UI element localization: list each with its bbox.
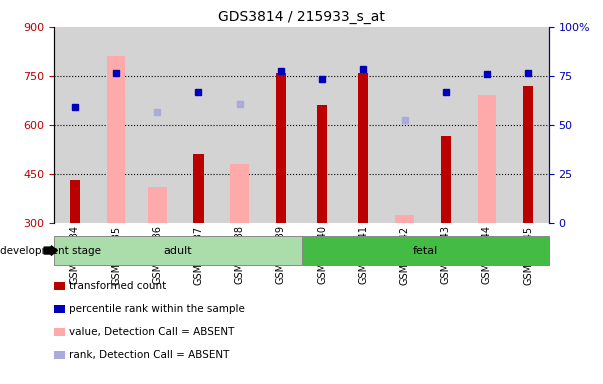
Text: percentile rank within the sample: percentile rank within the sample	[69, 304, 245, 314]
Bar	[70, 180, 80, 223]
Text: fetal: fetal	[412, 245, 438, 256]
Bar	[230, 164, 249, 223]
Bar	[54, 27, 95, 223]
Bar	[425, 27, 466, 223]
Bar	[302, 27, 343, 223]
Bar	[508, 27, 549, 223]
Bar	[219, 27, 260, 223]
Bar	[478, 95, 496, 223]
Bar	[343, 27, 384, 223]
Bar	[178, 27, 219, 223]
Text: development stage: development stage	[0, 245, 101, 256]
Bar	[358, 73, 368, 223]
Bar	[276, 73, 286, 223]
Title: GDS3814 / 215933_s_at: GDS3814 / 215933_s_at	[218, 10, 385, 25]
Text: rank, Detection Call = ABSENT: rank, Detection Call = ABSENT	[69, 350, 230, 360]
Bar	[194, 154, 204, 223]
Bar	[395, 215, 414, 223]
Bar	[384, 27, 425, 223]
Bar	[107, 56, 125, 223]
Bar	[317, 105, 327, 223]
Bar	[466, 27, 508, 223]
Text: value, Detection Call = ABSENT: value, Detection Call = ABSENT	[69, 327, 235, 337]
Bar	[523, 86, 533, 223]
Bar	[95, 27, 137, 223]
Bar	[137, 27, 178, 223]
Bar	[260, 27, 302, 223]
Text: transformed count: transformed count	[69, 281, 166, 291]
Bar	[148, 187, 166, 223]
Text: adult: adult	[163, 245, 192, 256]
Bar	[441, 136, 451, 223]
